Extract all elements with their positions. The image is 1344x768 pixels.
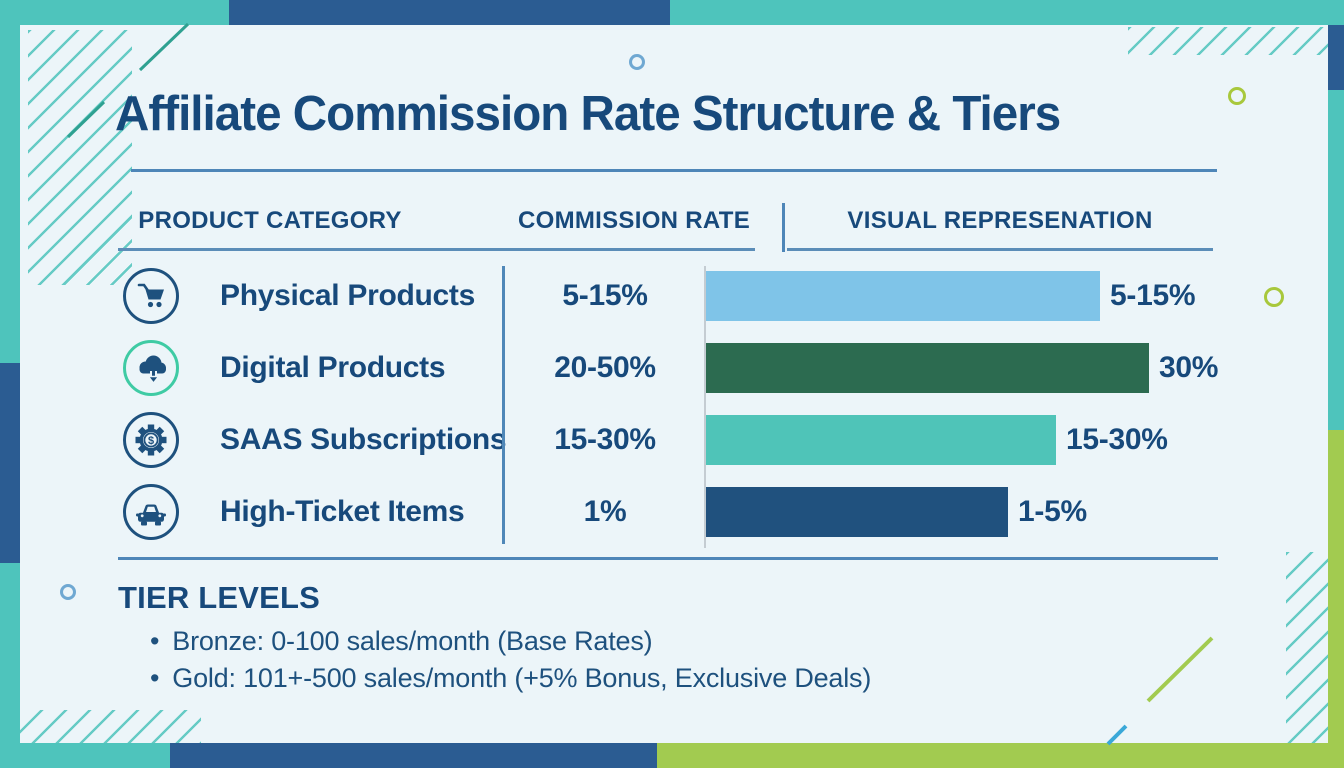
cart-icon-ring <box>123 268 179 324</box>
rate-value: 20-50% <box>554 351 656 384</box>
svg-text:$: $ <box>148 435 154 447</box>
bar-digital-products <box>706 343 1149 393</box>
frame-right-teal <box>1328 90 1344 430</box>
circle-accent-right <box>1264 287 1284 307</box>
page-title: Affiliate Commission Rate Structure & Ti… <box>115 87 1061 141</box>
frame-left-teal-top <box>0 25 20 363</box>
bar-value-label: 15-30% <box>1066 423 1168 456</box>
bar-row: 5-15% <box>706 260 1266 332</box>
title-underline <box>131 169 1217 172</box>
diagonal-line-blue <box>1106 724 1128 746</box>
tier-section-divider <box>118 557 1218 560</box>
rate-column: 5-15% 20-50% 15-30% 1% <box>505 260 705 548</box>
category-rows: Physical Products Digital Products <box>118 260 678 548</box>
tier-levels-heading: TIER LEVELS <box>118 580 321 615</box>
frame-bottom-navy <box>170 743 657 768</box>
category-label: Physical Products <box>220 279 475 312</box>
header-visual-representation: VISUAL REPRESENATION <box>847 207 1153 234</box>
frame-bottom-lime <box>657 743 1344 768</box>
shopping-cart-icon <box>137 283 164 308</box>
diagonal-line-title-upper <box>138 22 190 72</box>
circle-accent-tier <box>60 584 76 600</box>
bar-value-label: 30% <box>1159 351 1219 384</box>
tier-item-gold: Gold: 101+-500 sales/month (+5% Bonus, E… <box>150 660 1050 697</box>
rate-value: 1% <box>583 495 627 528</box>
bar-chart: 5-15% 30% 15-30% 1-5% <box>706 260 1266 548</box>
table-row: Physical Products <box>118 260 678 332</box>
header-product-category: PRODUCT CATEGORY <box>138 207 402 234</box>
table-row: High-Ticket Items <box>118 476 678 548</box>
hatch-pattern-top-right <box>1128 27 1328 55</box>
gear-dollar-icon: $ <box>135 424 167 456</box>
frame-right-lime <box>1328 430 1344 768</box>
table-row: $ SAAS Subscriptions <box>118 404 678 476</box>
circle-accent-top-right <box>1228 87 1246 105</box>
frame-top-bar <box>0 0 1344 25</box>
header-underline-left <box>118 248 755 251</box>
frame-right-navy <box>1328 25 1344 90</box>
tier-item-bronze: Bronze: 0-100 sales/month (Base Rates) <box>150 623 1050 660</box>
car-icon <box>136 504 166 526</box>
rate-value: 15-30% <box>554 423 656 456</box>
bar-value-label: 1-5% <box>1018 495 1087 528</box>
column-divider <box>502 266 505 544</box>
header-vertical-divider <box>782 203 785 252</box>
gear-icon-ring: $ <box>123 412 179 468</box>
frame-top-navy-block <box>229 0 670 25</box>
hatch-pattern-top-left <box>28 30 132 285</box>
diagonal-line-lime <box>1146 636 1214 703</box>
frame-left-navy <box>0 363 20 563</box>
cloud-icon-ring <box>123 340 179 396</box>
bar-saas-subscriptions <box>706 415 1056 465</box>
bar-chart-axis <box>704 266 706 548</box>
bar-high-ticket-items <box>706 487 1008 537</box>
bar-row: 30% <box>706 332 1266 404</box>
tier-levels-list: Bronze: 0-100 sales/month (Base Rates) G… <box>150 623 1050 697</box>
category-label: High-Ticket Items <box>220 495 465 528</box>
table-row: Digital Products <box>118 332 678 404</box>
category-label: SAAS Subscriptions <box>220 423 507 456</box>
bar-row: 1-5% <box>706 476 1266 548</box>
frame-left-teal-bottom <box>0 563 20 768</box>
frame-bottom-teal <box>0 743 170 768</box>
bar-physical-products <box>706 271 1100 321</box>
rate-value: 5-15% <box>562 279 648 312</box>
cloud-download-icon <box>139 355 166 385</box>
bar-value-label: 5-15% <box>1110 279 1196 312</box>
car-icon-ring <box>123 484 179 540</box>
category-label: Digital Products <box>220 351 446 384</box>
bar-row: 15-30% <box>706 404 1266 476</box>
circle-accent-top <box>629 54 645 70</box>
header-underline-right <box>787 248 1213 251</box>
hatch-pattern-bottom-left <box>16 710 201 743</box>
header-commission-rate: COMMISSION RATE <box>517 207 751 234</box>
hatch-pattern-bottom-right <box>1286 552 1328 743</box>
